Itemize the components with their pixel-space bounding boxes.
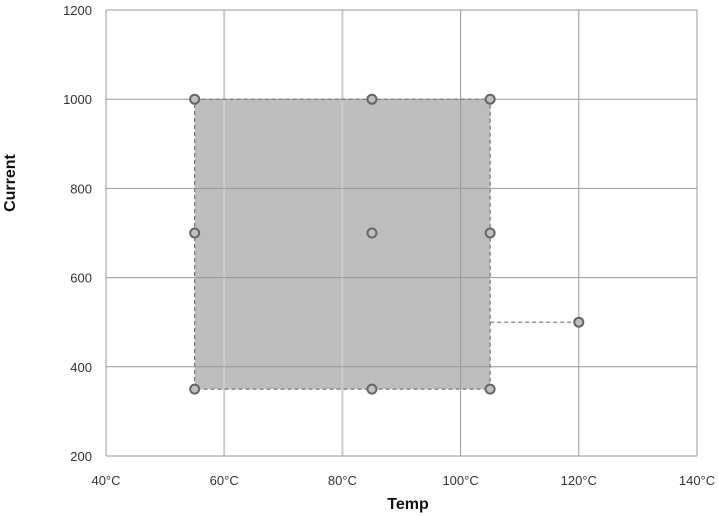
data-point [366,93,378,105]
x-tick-label: 100°C [442,473,478,488]
y-tick-label: 800 [70,181,92,196]
data-point [189,93,201,105]
data-point [484,93,496,105]
x-tick-label: 140°C [679,473,715,488]
data-point [189,227,201,239]
data-point [484,227,496,239]
data-point [366,383,378,395]
x-tick-label: 80°C [328,473,357,488]
x-axis-title: Temp [387,496,429,513]
data-point [189,383,201,395]
data-point [484,383,496,395]
data-point [366,227,378,239]
y-tick-label: 600 [70,271,92,286]
shaded-region-border [194,98,491,390]
x-tick-label: 60°C [210,473,239,488]
x-tick-label: 40°C [91,473,120,488]
y-tick-label: 200 [70,449,92,464]
y-tick-label: 400 [70,360,92,375]
y-axis-title: Current [2,153,19,211]
x-tick-label: 120°C [561,473,597,488]
y-tick-label: 1200 [63,3,92,18]
data-point [573,316,585,328]
y-tick-label: 1000 [63,92,92,107]
